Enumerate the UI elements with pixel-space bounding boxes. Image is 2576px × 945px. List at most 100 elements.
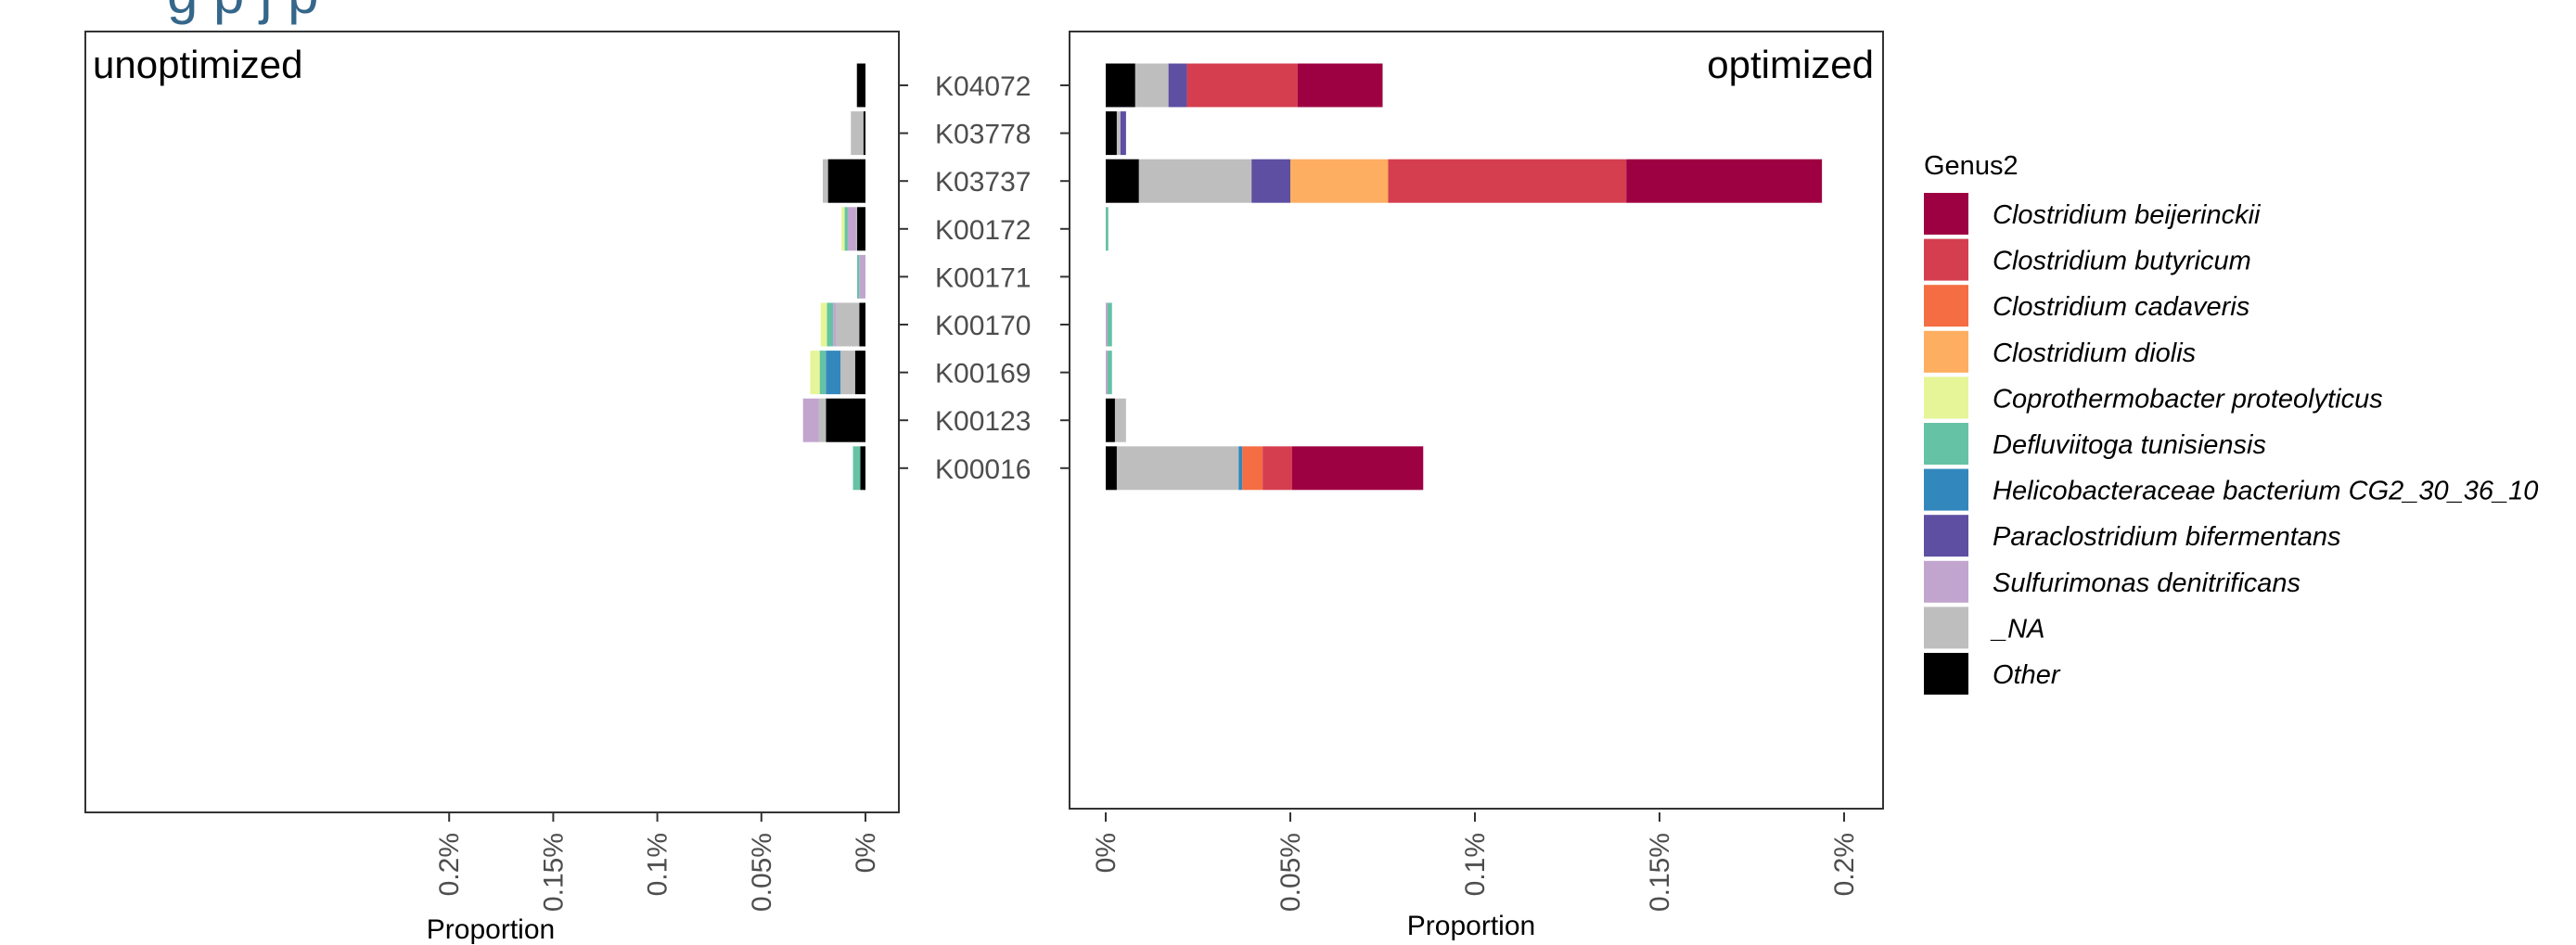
legend-swatch-defluviitoga-tunisiensis (1924, 423, 1968, 465)
unoptimized-bar-k00171-defluviitoga-tunisiensis (857, 254, 860, 299)
unoptimized-bar-k00169-defluviitoga-tunisiensis (819, 351, 827, 395)
legend-label-other: Other (1993, 660, 2061, 690)
slide-title-fragment: g p j p (167, 0, 318, 25)
optimized-x-tick-label: 0.15% (1645, 833, 1675, 912)
optimized-bar-k03737-paraclostridium-bifermentans (1251, 159, 1290, 203)
optimized-bars (1106, 63, 1823, 491)
unoptimized-bar-k03778-na (851, 111, 864, 156)
unoptimized-bar-k00169-na (840, 351, 855, 395)
legend-label-coprothermobacter-proteolyticus: Coprothermobacter proteolyticus (1993, 384, 2383, 414)
category-label-k00171: K00171 (935, 262, 1031, 293)
optimized-chart: 0% 0.05% 0.1% 0.15% 0.2% optimized Proportio… (1060, 31, 1884, 941)
unoptimized-bar-k04072-na (855, 63, 858, 108)
unoptimized-x-ticks: 0.2% 0.15% 0.1% 0.05% 0% (434, 812, 881, 912)
optimized-bar-k03778-paraclostridium-bifermentans (1120, 111, 1126, 156)
unoptimized-x-tick-label: 0% (851, 833, 881, 873)
optimized-bar-k00170-sulfurimonas-denitrificans (1106, 302, 1108, 347)
unoptimized-bar-k00169-coprothermobacter-proteolyticus (810, 351, 820, 395)
legend-label-clostridium-diolis: Clostridium diolis (1993, 338, 2196, 368)
unoptimized-bar-k00170-sulfurimonas-denitrificans (833, 302, 837, 347)
legend-label-clostridium-butyricum: Clostridium butyricum (1993, 247, 2251, 276)
optimized-bar-k04072-clostridium-beijerinckii (1297, 63, 1383, 108)
category-label-k03778: K03778 (935, 120, 1031, 150)
unoptimized-bar-k00016-other (860, 446, 865, 491)
legend-swatch-clostridium-diolis (1924, 330, 1968, 373)
optimized-panel-frame (1069, 31, 1884, 810)
legend-label-paraclostridium-bifermentans: Paraclostridium bifermentans (1993, 522, 2341, 552)
optimized-bar-k04072-na (1134, 63, 1169, 108)
legend-label-helicobacteraceae-bacterium-cg2-30-36-10: Helicobacteraceae bacterium CG2_30_36_10 (1993, 477, 2538, 506)
optimized-x-tick-label: 0.05% (1275, 833, 1306, 912)
optimized-bar-k03737-clostridium-butyricum (1388, 159, 1627, 203)
unoptimized-bar-k00169-helicobacteraceae-bacterium-cg2-30-36-10 (826, 351, 841, 395)
legend-swatch-helicobacteraceae-bacterium-cg2-30-36-10 (1924, 468, 1968, 511)
category-label-k00123: K00123 (935, 406, 1031, 437)
optimized-bar-k03778-other (1106, 111, 1117, 156)
unoptimized-bar-k04072-other (857, 63, 865, 108)
unoptimized-x-axis-label: Proportion (427, 914, 555, 945)
legend-swatch-clostridium-beijerinckii (1924, 193, 1968, 235)
optimized-x-ticks: 0% 0.05% 0.1% 0.15% 0.2% (1091, 812, 1860, 912)
optimized-bar-k00169-defluviitoga-tunisiensis (1107, 351, 1112, 395)
optimized-x-axis-label: Proportion (1407, 911, 1535, 941)
unoptimized-bar-k03737-na (823, 159, 828, 203)
optimized-bar-k04072-clostridium-butyricum (1186, 63, 1298, 108)
legend-swatch-clostridium-cadaveris (1924, 285, 1968, 327)
unoptimized-bar-k00172-sulfurimonas-denitrificans (847, 207, 856, 251)
optimized-bar-k00016-clostridium-beijerinckii (1291, 446, 1424, 491)
optimized-bar-k00170-defluviitoga-tunisiensis (1107, 302, 1112, 347)
category-label-k00170: K00170 (935, 311, 1031, 341)
legend-title: Genus2 (1924, 151, 2019, 181)
legend-swatch-clostridium-butyricum (1924, 238, 1968, 281)
unoptimized-bar-k00172-defluviitoga-tunisiensis (844, 207, 848, 251)
optimized-x-tick-label: 0.2% (1829, 833, 1860, 896)
unoptimized-bar-k00170-other (859, 302, 865, 347)
category-label-k00016: K00016 (935, 454, 1031, 485)
optimized-bar-k00016-clostridium-cadaveris (1242, 446, 1263, 491)
legend-label-sulfurimonas-denitrificans: Sulfurimonas denitrificans (1993, 568, 2300, 598)
optimized-bar-k00169-sulfurimonas-denitrificans (1106, 351, 1108, 395)
unoptimized-bar-k00123-sulfurimonas-denitrificans (802, 398, 819, 442)
optimized-bar-k00123-na (1114, 398, 1126, 442)
optimized-bar-k00016-other (1106, 446, 1117, 491)
category-label-k04072: K04072 (935, 71, 1031, 102)
legend-label-clostridium-cadaveris: Clostridium cadaveris (1993, 292, 2249, 322)
legend-items: Clostridium beijerinckii Clostridium buty… (1924, 193, 2538, 695)
optimized-bar-k03737-clostridium-beijerinckii (1626, 159, 1823, 203)
category-label-k00172: K00172 (935, 215, 1031, 246)
unoptimized-bar-k00123-other (826, 398, 865, 442)
optimized-bar-k00123-other (1106, 398, 1115, 442)
unoptimized-bars (802, 63, 865, 491)
category-axis: K04072 K03778 K03737 K00172 K00171 K00170 K001… (899, 71, 1031, 485)
optimized-panel-label: optimized (1707, 43, 1874, 86)
optimized-bar-k00016-na (1116, 446, 1239, 491)
optimized-bar-k00016-clostridium-butyricum (1262, 446, 1292, 491)
unoptimized-bar-k00171-sulfurimonas-denitrificans (859, 254, 865, 299)
legend-swatch-coprothermobacter-proteolyticus (1924, 377, 1968, 419)
optimized-bar-k03737-na (1138, 159, 1252, 203)
optimized-y-ticks (1060, 84, 1070, 469)
unoptimized-bar-k00172-other (857, 207, 865, 251)
unoptimized-bar-k00123-na (818, 398, 827, 442)
legend-label-na: _NA (1990, 614, 2044, 644)
optimized-bar-k00016-helicobacteraceae-bacterium-cg2-30-36-10 (1238, 446, 1243, 491)
unoptimized-panel-frame (84, 31, 900, 813)
legend-label-clostridium-beijerinckii: Clostridium beijerinckii (1993, 200, 2262, 230)
unoptimized-bar-k00170-defluviitoga-tunisiensis (827, 302, 834, 347)
optimized-bar-k03778-na (1116, 111, 1121, 156)
unoptimized-bar-k03778-other (863, 111, 865, 156)
legend-label-defluviitoga-tunisiensis: Defluviitoga tunisiensis (1993, 430, 2266, 460)
unoptimized-x-tick-label: 0.05% (747, 833, 777, 912)
unoptimized-chart: 0.2% 0.15% 0.1% 0.05% 0% unoptimized Proport… (84, 31, 900, 945)
legend-swatch-paraclostridium-bifermentans (1924, 515, 1968, 557)
optimized-x-tick-label: 0.1% (1460, 833, 1491, 896)
unoptimized-bar-k00169-other (854, 351, 865, 395)
unoptimized-bar-k03737-other (827, 159, 865, 203)
legend-swatch-sulfurimonas-denitrificans (1924, 560, 1968, 603)
optimized-bar-k04072-other (1106, 63, 1135, 108)
legend: Genus2 Clostridium beijerinckiiClostridi… (1924, 151, 2538, 695)
optimized-x-tick-label: 0% (1091, 833, 1121, 873)
optimized-bar-k00172-defluviitoga-tunisiensis (1106, 207, 1109, 251)
unoptimized-bar-k00170-coprothermobacter-proteolyticus (820, 302, 827, 347)
